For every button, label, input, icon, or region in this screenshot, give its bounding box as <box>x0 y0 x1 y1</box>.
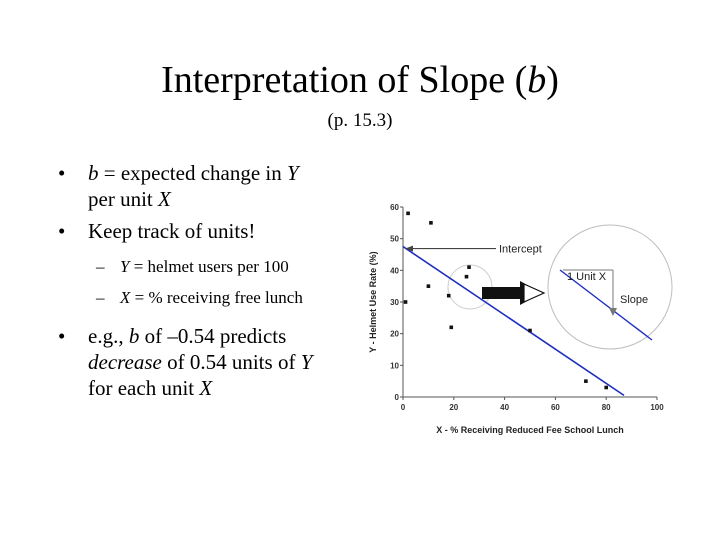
intercept-label: Intercept <box>499 244 542 256</box>
slope-label: Slope <box>620 294 648 306</box>
subbullet-y-units: – Y = helmet users per 100 <box>58 256 358 278</box>
bullet-example: • e.g., b of –0.54 predicts decrease of … <box>58 323 358 401</box>
x-axis-label: X - % Receiving Reduced Fee School Lunch <box>436 425 624 435</box>
var-y: Y <box>120 257 130 276</box>
magnified-regression-line <box>559 269 653 341</box>
title-variable: b <box>527 59 547 101</box>
regression-line <box>402 245 625 397</box>
data-point <box>604 385 608 390</box>
text: = expected change in <box>98 161 288 185</box>
bullet-dot: • <box>58 324 66 348</box>
y-tick-label: 40 <box>390 266 399 275</box>
pointer-arrow-outline <box>523 283 546 303</box>
x-tick-label: 0 <box>401 403 406 412</box>
var-x: X <box>120 288 131 307</box>
y-tick-label: 30 <box>390 298 399 307</box>
data-point <box>464 274 469 279</box>
data-point <box>467 265 471 269</box>
y-tick-label: 50 <box>390 235 399 244</box>
text: of 0.54 units of <box>161 350 301 374</box>
data-point <box>429 221 433 225</box>
emphasis: decrease <box>88 350 162 374</box>
sub-dash: – <box>96 257 105 276</box>
var-b: b <box>128 324 140 348</box>
plot-area: 0 10 20 30 40 50 60 0 20 40 60 80 100 X - % Receiving… <box>368 203 673 435</box>
bullet-dot: • <box>58 219 66 243</box>
text: per unit <box>88 187 158 211</box>
var-y: Y <box>287 161 299 185</box>
y-tick-label: 10 <box>390 361 399 370</box>
bullet-units: • Keep track of units! <box>58 218 358 244</box>
var-x: X <box>199 376 213 400</box>
x-tick-label: 80 <box>602 403 611 412</box>
data-point <box>446 293 451 298</box>
data-point <box>528 328 532 333</box>
slide-title: Interpretation of Slope (b) <box>0 58 720 102</box>
x-tick-label: 20 <box>449 403 458 412</box>
title-close: ) <box>546 59 559 101</box>
y-axis-label: Y - Helmet Use Rate (%) <box>368 251 378 352</box>
title-text: Interpretation of Slope ( <box>161 59 528 101</box>
scatter-chart: 0 10 20 30 40 50 60 0 20 40 60 80 100 X - % Receiving… <box>368 203 673 435</box>
y-tick-label: 60 <box>390 203 399 212</box>
text: Keep track of units! <box>88 219 256 243</box>
var-y: Y <box>300 350 313 374</box>
bullet-dot: • <box>58 161 66 185</box>
var-b: b <box>88 161 99 185</box>
bullet-list: • b = expected change in Y per unit X • … <box>58 160 358 401</box>
y-tick-label: 20 <box>390 330 399 339</box>
data-point <box>426 284 431 288</box>
unit-x-label: 1 Unit X <box>567 271 607 283</box>
text: = helmet users per 100 <box>129 257 289 276</box>
bullet-slope-definition: • b = expected change in Y per unit X <box>58 160 358 212</box>
text: e.g., <box>88 324 129 348</box>
magnifier-circle <box>547 224 673 350</box>
data-point <box>584 379 588 383</box>
x-tick-label: 60 <box>551 403 560 412</box>
subbullet-x-units: – X = % receiving free lunch <box>58 287 358 309</box>
data-point <box>403 300 408 304</box>
data-point <box>406 211 410 216</box>
x-tick-label: 40 <box>500 403 509 412</box>
slide-subtitle: (p. 15.3) <box>327 110 393 131</box>
pointer-arrow-body <box>482 287 520 299</box>
var-x: X <box>157 187 171 211</box>
x-tick-label: 100 <box>650 403 664 412</box>
sub-dash: – <box>96 288 105 307</box>
data-point <box>449 325 454 330</box>
slope-arrowhead <box>609 308 617 316</box>
text: of –0.54 predicts <box>139 324 287 348</box>
intercept-arrowhead <box>405 245 413 252</box>
text: for each unit <box>88 376 200 400</box>
y-tick-label: 0 <box>395 393 400 402</box>
text: = % receiving free lunch <box>130 288 303 307</box>
